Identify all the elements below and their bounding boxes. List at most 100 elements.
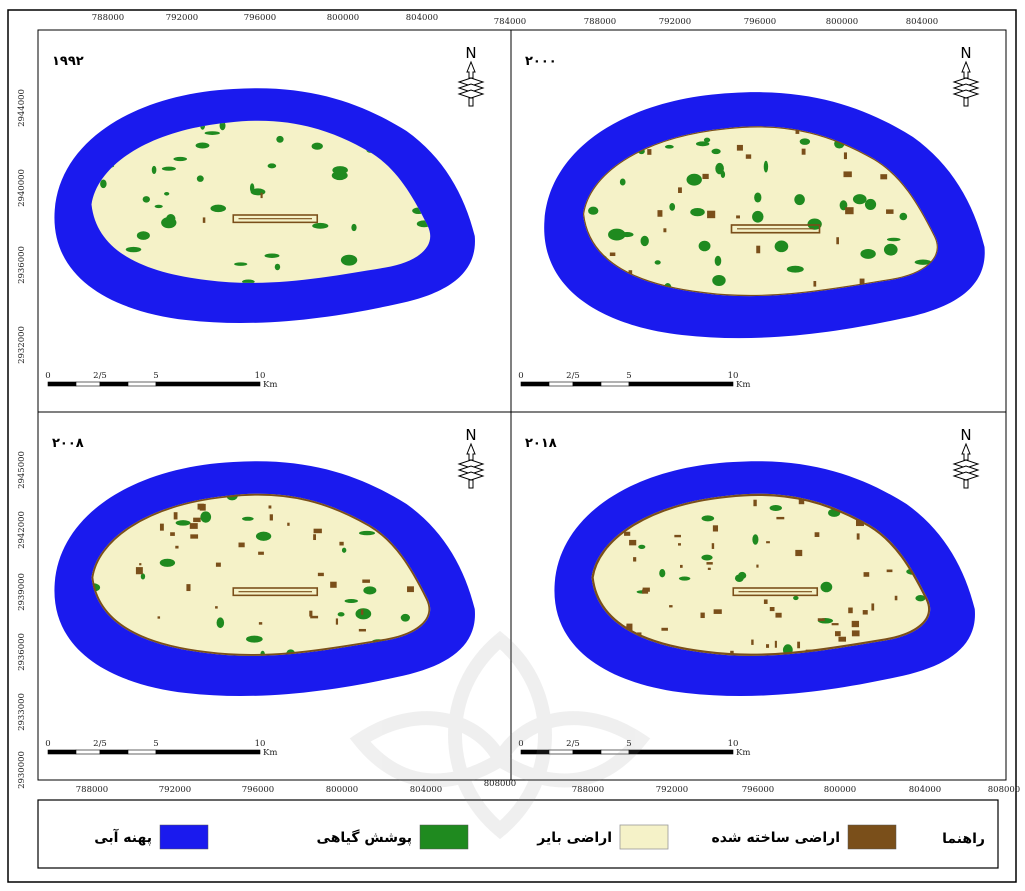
vegetation-patch xyxy=(690,207,705,217)
built-patch xyxy=(798,498,805,505)
vegetation-patch xyxy=(359,530,375,536)
built-patch xyxy=(813,280,817,287)
built-patch xyxy=(862,610,868,615)
scale-label: 2/5 xyxy=(93,371,107,381)
x-tick: 792000 xyxy=(159,785,191,795)
north-arrow-icon: N xyxy=(458,426,484,489)
panel-year: ۲۰۰۰ xyxy=(525,54,557,69)
built-patch xyxy=(831,623,839,626)
legend-label-barren: اراضی بایر xyxy=(536,830,612,846)
built-patch xyxy=(707,210,716,219)
vegetation-patch xyxy=(196,175,204,182)
vegetation-patch xyxy=(754,192,762,203)
vegetation-patch xyxy=(820,581,833,593)
x-axis-top-right: 784000 788000 792000 796000 800000 80400… xyxy=(494,17,938,27)
x-tick: 800000 xyxy=(327,13,359,23)
vegetation-patch xyxy=(311,142,323,150)
built-patch xyxy=(313,534,316,541)
built-patch xyxy=(797,641,801,649)
built-patch xyxy=(678,187,682,193)
scale-label: 5 xyxy=(626,739,631,749)
vegetation-patch xyxy=(698,240,711,252)
vegetation-patch xyxy=(161,166,176,171)
vegetation-patch xyxy=(619,178,626,186)
built-patch xyxy=(730,650,734,655)
built-patch xyxy=(707,567,711,570)
built-patch xyxy=(642,587,650,592)
vegetation-patch xyxy=(175,520,191,526)
built-patch xyxy=(736,144,743,151)
built-patch xyxy=(139,563,142,566)
built-patch xyxy=(258,622,263,625)
built-patch xyxy=(626,623,633,631)
vegetation-patch xyxy=(752,534,759,545)
legend-title: راهنما xyxy=(942,831,985,847)
built-patch xyxy=(197,503,204,510)
vegetation-patch xyxy=(154,204,163,209)
vegetation-patch xyxy=(793,595,799,601)
x-tick: 796000 xyxy=(244,13,276,23)
built-patch xyxy=(713,609,722,614)
scale-label: 5 xyxy=(153,371,158,381)
vegetation-patch xyxy=(274,263,281,271)
vegetation-patch xyxy=(701,515,715,522)
vegetation-patch xyxy=(136,231,150,240)
vegetation-patch xyxy=(915,595,926,602)
vegetation-patch xyxy=(763,160,769,173)
built-patch xyxy=(814,532,820,537)
built-patch xyxy=(135,567,143,575)
vegetation-patch xyxy=(276,135,284,143)
scale-label: 5 xyxy=(153,739,158,749)
vegetation-patch xyxy=(249,183,255,193)
built-patch xyxy=(834,631,841,637)
built-patch xyxy=(358,628,366,632)
built-patch xyxy=(855,519,864,527)
x-tick: 804000 xyxy=(410,785,442,795)
built-patch xyxy=(769,607,775,612)
built-patch xyxy=(268,505,272,509)
vegetation-patch xyxy=(216,617,225,629)
panel-year: ۲۰۰۸ xyxy=(52,436,84,451)
legend-label-water: پهنه آبی xyxy=(94,828,152,846)
y-tick: 2944000 xyxy=(17,89,27,127)
built-patch xyxy=(795,549,803,557)
built-patch xyxy=(407,586,414,593)
watermark xyxy=(349,630,651,840)
scale-unit: Km xyxy=(736,748,750,758)
built-patch xyxy=(712,525,719,532)
built-patch xyxy=(330,581,337,588)
built-patch xyxy=(629,539,637,546)
x-tick: 784000 xyxy=(494,17,526,27)
runway xyxy=(232,214,319,224)
x-tick: 796000 xyxy=(744,17,776,27)
vegetation-patch xyxy=(264,253,280,258)
scale-unit: Km xyxy=(263,380,277,390)
y-axis-bottom: 2945000 2942000 2939000 2936000 2933000 … xyxy=(17,451,27,789)
x-tick: 796000 xyxy=(742,785,774,795)
built-patch xyxy=(609,252,616,257)
x-axis-top-left: 788000 792000 796000 800000 804000 xyxy=(92,13,438,23)
built-patch xyxy=(886,569,893,573)
built-patch xyxy=(894,595,898,601)
built-patch xyxy=(763,599,768,604)
built-patch xyxy=(310,615,319,619)
x-tick: 804000 xyxy=(909,785,941,795)
vegetation-patch xyxy=(786,265,804,273)
vegetation-patch xyxy=(164,192,170,196)
scale-label: 0 xyxy=(518,371,523,381)
legend-swatch-barren xyxy=(619,824,669,850)
vegetation-patch xyxy=(678,576,691,581)
vegetation-patch xyxy=(864,198,877,211)
scale-label: 10 xyxy=(255,739,266,749)
x-tick: 788000 xyxy=(76,785,108,795)
built-patch xyxy=(886,209,894,214)
scale-label: 2/5 xyxy=(93,739,107,749)
built-patch xyxy=(159,523,164,531)
vegetation-patch xyxy=(714,255,722,267)
built-patch xyxy=(880,174,888,180)
built-patch xyxy=(269,514,273,521)
built-patch xyxy=(756,245,761,254)
vegetation-patch xyxy=(807,218,822,230)
